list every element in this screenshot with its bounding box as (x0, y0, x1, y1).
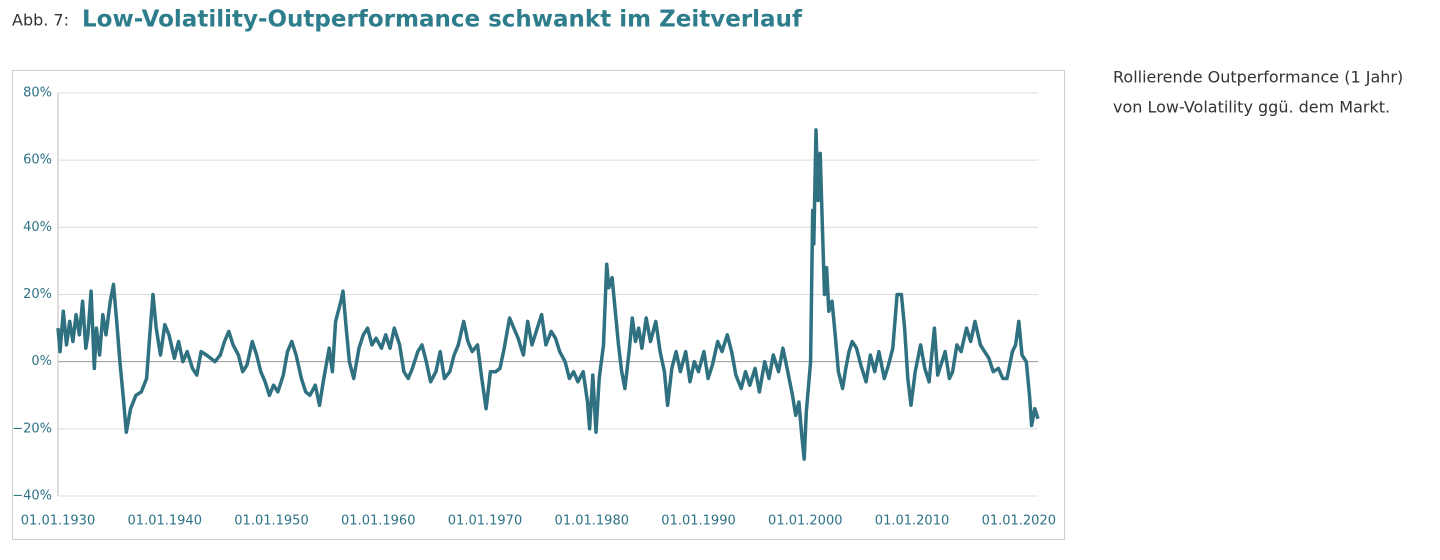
y-tick-label: 20% (23, 287, 52, 302)
x-tick-label: 01.01.2020 (982, 514, 1056, 529)
description-line: von Low-Volatility ggü. dem Markt. (1113, 98, 1390, 117)
x-tick-label: 01.01.1960 (341, 514, 415, 529)
data-line (56, 128, 1040, 461)
x-tick-label: 01.01.1940 (128, 514, 202, 529)
x-tick-label: 01.01.1990 (661, 514, 735, 529)
x-tick-label: 01.01.2010 (875, 514, 949, 529)
y-tick-label: −20% (12, 421, 52, 436)
x-tick-label: 01.01.1930 (21, 514, 95, 529)
y-tick-label: 0% (31, 354, 52, 369)
plot-area: −40% −20% 0% 20% 40% 60% 80% 01.01.1930 01.01.19… (12, 86, 1056, 529)
y-tick-label: −40% (12, 489, 52, 504)
chart-frame (12, 70, 1065, 540)
y-tick-label: 80% (23, 86, 52, 101)
x-tick-label: 01.01.1950 (234, 514, 308, 529)
x-tick-label: 01.01.2000 (768, 514, 842, 529)
y-tick-label: 60% (23, 153, 52, 168)
x-tick-label: 01.01.1980 (555, 514, 629, 529)
y-tick-label: 40% (23, 220, 52, 235)
x-tick-label: 01.01.1970 (448, 514, 522, 529)
description-line: Rollierende Outperformance (1 Jahr) (1113, 68, 1403, 87)
chart-title: Low-Volatility-Outperformance schwankt i… (82, 7, 803, 33)
figure-label: Abb. 7: (12, 11, 69, 30)
